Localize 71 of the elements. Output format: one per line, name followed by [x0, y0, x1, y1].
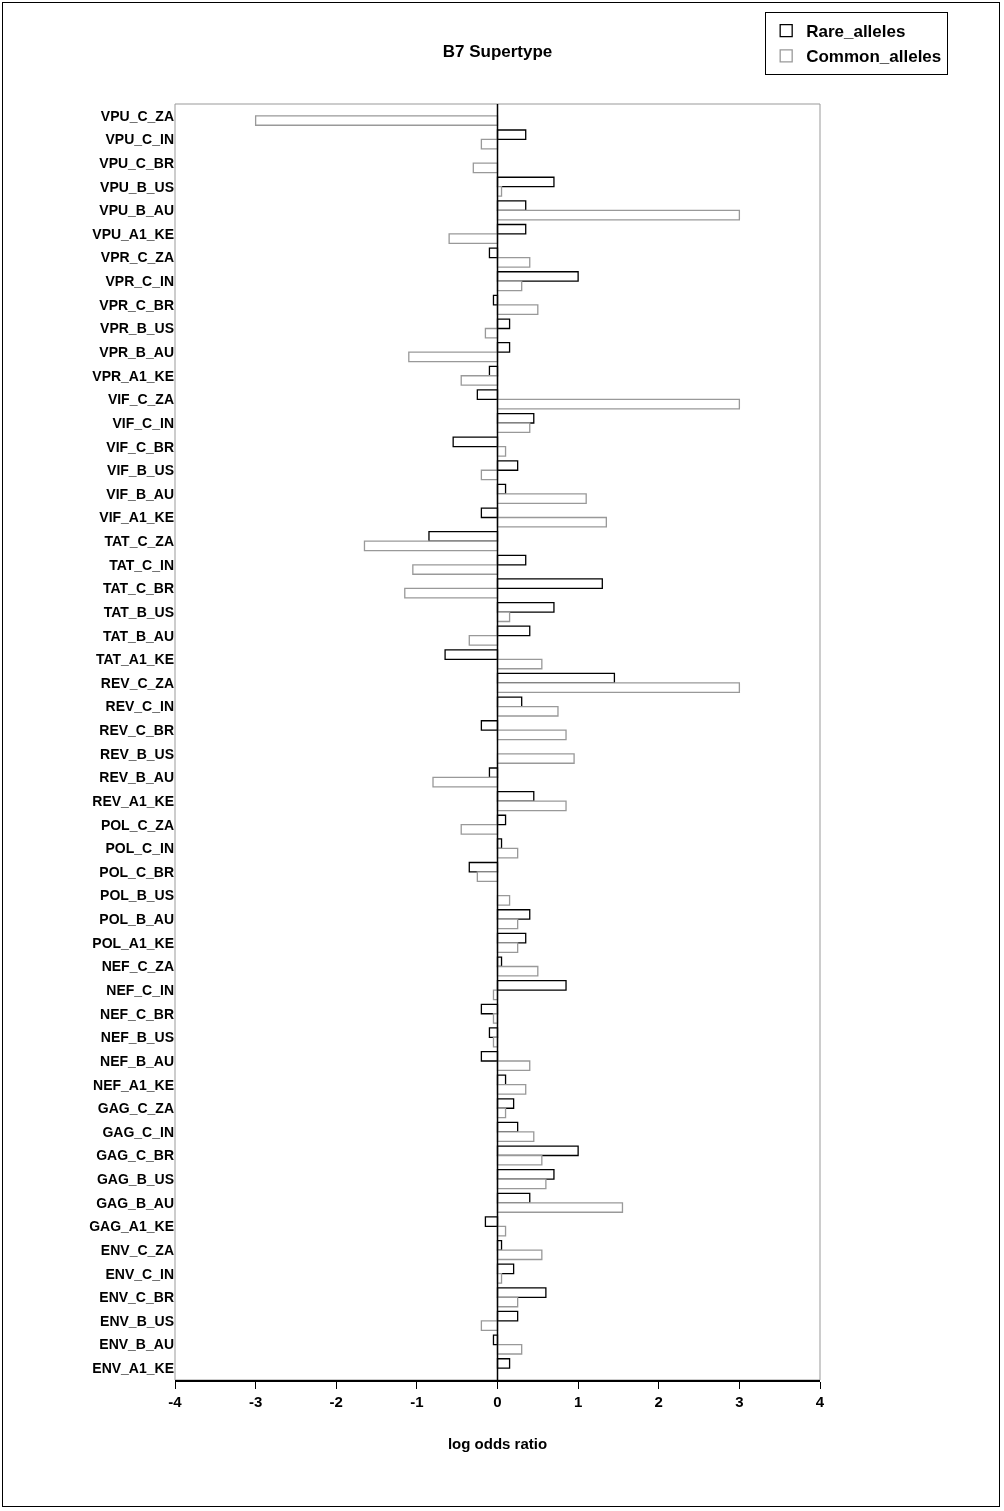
y-tick-label: VIF_B_US	[107, 462, 174, 479]
x-tick-label: 3	[735, 1392, 744, 1410]
y-tick-label: VPR_B_AU	[99, 344, 174, 361]
y-tick-label: VPU_C_ZA	[100, 107, 174, 124]
y-tick-label: GAG_B_US	[96, 1171, 174, 1188]
y-tick-label: VPR_C_ZA	[100, 249, 174, 266]
y-tick-label: VIF_C_BR	[106, 438, 174, 455]
y-tick-label: VPU_B_AU	[99, 202, 174, 219]
y-tick-label: TAT_C_ZA	[104, 533, 174, 550]
y-tick-label: NEF_C_IN	[106, 982, 174, 999]
y-tick-label: VPU_C_BR	[99, 154, 174, 171]
y-tick-label: NEF_B_AU	[100, 1052, 174, 1069]
legend-label: Common_alleles	[806, 47, 942, 67]
y-tick-label: GAG_C_ZA	[97, 1100, 174, 1117]
y-tick-label: ENV_B_US	[100, 1312, 174, 1329]
y-tick-label: REV_B_AU	[99, 769, 174, 786]
y-tick-label: VIF_C_IN	[112, 414, 174, 431]
y-tick-label: VIF_B_AU	[106, 485, 174, 502]
y-tick-label: POL_B_US	[100, 887, 174, 904]
y-tick-label: VPU_C_IN	[105, 131, 174, 148]
y-tick-label: REV_C_IN	[105, 698, 174, 715]
y-tick-label: REV_C_ZA	[100, 674, 174, 691]
x-tick-label: 1	[573, 1392, 583, 1410]
y-tick-label: POL_B_AU	[99, 911, 174, 928]
x-tick-label: -2	[329, 1392, 343, 1410]
y-tick-label: TAT_A1_KE	[95, 651, 174, 668]
bar	[472, 162, 499, 174]
y-tick-label: POL_A1_KE	[92, 934, 174, 951]
x-tick-label: -1	[410, 1392, 424, 1410]
y-tick-label: POL_C_BR	[99, 863, 174, 880]
y-tick-label: ENV_C_IN	[105, 1265, 174, 1282]
y-tick-label: REV_B_US	[100, 745, 174, 762]
y-tick-label: REV_C_BR	[99, 722, 174, 739]
x-tick-label: -4	[168, 1392, 183, 1410]
y-tick-label: POL_C_ZA	[100, 816, 174, 833]
legend-label: Rare_alleles	[806, 22, 906, 42]
y-tick-label: VIF_C_ZA	[107, 391, 174, 408]
y-tick-label: ENV_C_BR	[99, 1289, 174, 1306]
y-tick-label: VPR_B_US	[100, 320, 174, 337]
y-tick-label: NEF_C_ZA	[101, 958, 174, 975]
y-tick-label: TAT_C_BR	[102, 580, 174, 597]
y-tick-label: NEF_C_BR	[100, 1005, 174, 1022]
y-tick-label: NEF_A1_KE	[93, 1076, 174, 1093]
y-tick-label: VPR_C_IN	[105, 273, 174, 290]
y-tick-label: TAT_B_US	[103, 603, 174, 620]
y-tick-label: VPR_A1_KE	[92, 367, 174, 384]
y-tick-label: POL_C_IN	[105, 840, 174, 857]
y-tick-label: GAG_B_AU	[96, 1194, 174, 1211]
y-tick-label: VPR_C_BR	[99, 296, 174, 313]
bar	[496, 753, 575, 764]
x-tick-label: 0	[493, 1392, 502, 1410]
x-tick-label: -3	[248, 1392, 263, 1410]
chart-title: B7 Supertype	[442, 41, 553, 61]
y-tick-label: GAG_C_BR	[96, 1147, 174, 1164]
y-tick-label: GAG_A1_KE	[89, 1218, 174, 1235]
bar	[254, 115, 499, 126]
y-tick-label: NEF_B_US	[100, 1029, 174, 1046]
bar	[496, 894, 511, 906]
y-tick-label: ENV_B_AU	[99, 1336, 174, 1353]
y-tick-label: ENV_A1_KE	[92, 1360, 174, 1377]
y-tick-label: TAT_C_IN	[109, 556, 174, 573]
y-tick-label: REV_A1_KE	[92, 792, 174, 809]
y-tick-label: TAT_B_AU	[102, 627, 174, 644]
x-axis-title: log odds ratio	[447, 1435, 548, 1453]
y-tick-label: GAG_C_IN	[102, 1123, 174, 1140]
y-tick-label: VIF_A1_KE	[99, 509, 174, 526]
x-tick-label: 2	[654, 1392, 663, 1410]
y-tick-label: ENV_C_ZA	[100, 1241, 174, 1258]
y-tick-label: VPU_A1_KE	[92, 225, 174, 242]
y-tick-label: VPU_B_US	[100, 178, 174, 195]
x-tick-label: 4	[815, 1392, 825, 1410]
